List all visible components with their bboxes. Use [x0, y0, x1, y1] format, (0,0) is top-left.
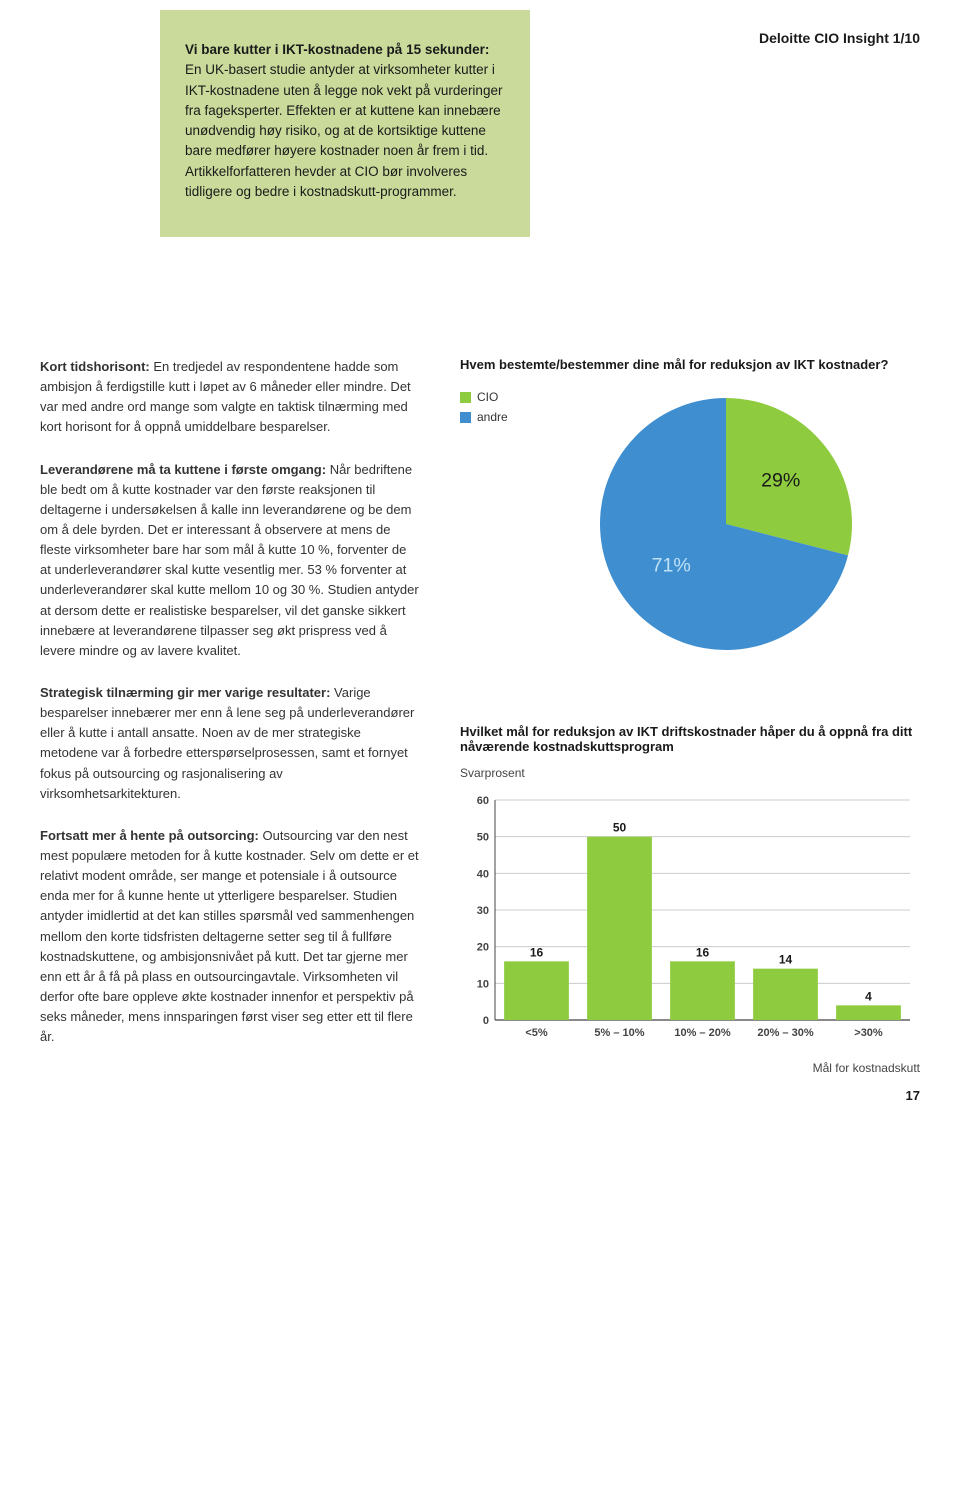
- legend-label: CIO: [477, 390, 498, 404]
- legend-label: andre: [477, 410, 508, 424]
- paragraph-strategic: Strategisk tilnærming gir mer varige res…: [40, 683, 420, 804]
- svg-text:4: 4: [865, 989, 872, 1003]
- svg-text:71%: 71%: [651, 555, 690, 577]
- pie-chart-title: Hvem bestemte/bestemmer dine mål for red…: [460, 357, 920, 372]
- bar-chart-block: Hvilket mål for reduksjon av IKT driftsk…: [460, 724, 920, 1075]
- svg-text:50: 50: [613, 821, 627, 835]
- svg-text:40: 40: [477, 868, 489, 880]
- bar-chart-title: Hvilket mål for reduksjon av IKT driftsk…: [460, 724, 920, 754]
- left-column: Kort tidshorisont: En tredjedel av respo…: [40, 357, 420, 1075]
- paragraph-body: Varige besparelser innebærer mer enn å l…: [40, 685, 414, 801]
- svg-text:5% – 10%: 5% – 10%: [594, 1027, 644, 1039]
- bar-chart: 0 10 20 30 40 50 60 16 <5% 50 5% – 10% 16 10% – 20% 1…: [460, 790, 920, 1050]
- pie-chart-block: Hvem bestemte/bestemmer dine mål for red…: [460, 357, 920, 664]
- svg-text:20% – 30%: 20% – 30%: [757, 1027, 813, 1039]
- svg-text:50: 50: [477, 832, 489, 844]
- svg-text:14: 14: [779, 953, 793, 967]
- svg-text:16: 16: [696, 945, 710, 959]
- bar-chart-subtitle: Svarprosent: [460, 766, 920, 780]
- right-column: Hvem bestemte/bestemmer dine mål for red…: [460, 357, 920, 1075]
- svg-text:10% – 20%: 10% – 20%: [674, 1027, 730, 1039]
- paragraph-body: Outsourcing var den nest mest populære m…: [40, 828, 419, 1044]
- paragraph-lead: Strategisk tilnærming gir mer varige res…: [40, 685, 330, 700]
- callout-body: En UK-basert studie antyder at virksomhe…: [185, 62, 502, 199]
- legend-item: andre: [460, 410, 508, 424]
- series-title: Deloitte CIO Insight 1/10: [759, 30, 920, 46]
- page-number: 17: [906, 1088, 920, 1103]
- callout-lead: Vi bare kutter i IKT-kostnadene på 15 se…: [185, 42, 489, 57]
- paragraph-lead: Kort tidshorisont:: [40, 359, 150, 374]
- svg-text:29%: 29%: [761, 470, 800, 492]
- paragraph-lead: Leverandørene må ta kuttene i første omg…: [40, 462, 326, 477]
- legend-swatch-cio: [460, 392, 471, 403]
- pie-legend: CIO andre: [460, 390, 508, 664]
- legend-item: CIO: [460, 390, 508, 404]
- legend-swatch-other: [460, 412, 471, 423]
- svg-text:30: 30: [477, 905, 489, 917]
- svg-text:20: 20: [477, 942, 489, 954]
- svg-text:16: 16: [530, 945, 544, 959]
- paragraph-suppliers: Leverandørene må ta kuttene i første omg…: [40, 460, 420, 661]
- callout-box: Vi bare kutter i IKT-kostnadene på 15 se…: [160, 10, 530, 237]
- paragraph-outsourcing: Fortsatt mer å hente på outsorcing: Outs…: [40, 826, 420, 1048]
- svg-text:10: 10: [477, 978, 489, 990]
- paragraph-body: Når bedriftene ble bedt om å kutte kostn…: [40, 462, 419, 658]
- pie-chart: 29% 71%: [532, 384, 920, 664]
- svg-text:0: 0: [483, 1015, 489, 1027]
- svg-text:60: 60: [477, 795, 489, 807]
- svg-text:<5%: <5%: [525, 1027, 548, 1039]
- bar-x-axis-label: Mål for kostnadskutt: [460, 1061, 920, 1075]
- paragraph-lead: Fortsatt mer å hente på outsorcing:: [40, 828, 259, 843]
- paragraph-short-horizon: Kort tidshorisont: En tredjedel av respo…: [40, 357, 420, 438]
- svg-text:>30%: >30%: [854, 1027, 883, 1039]
